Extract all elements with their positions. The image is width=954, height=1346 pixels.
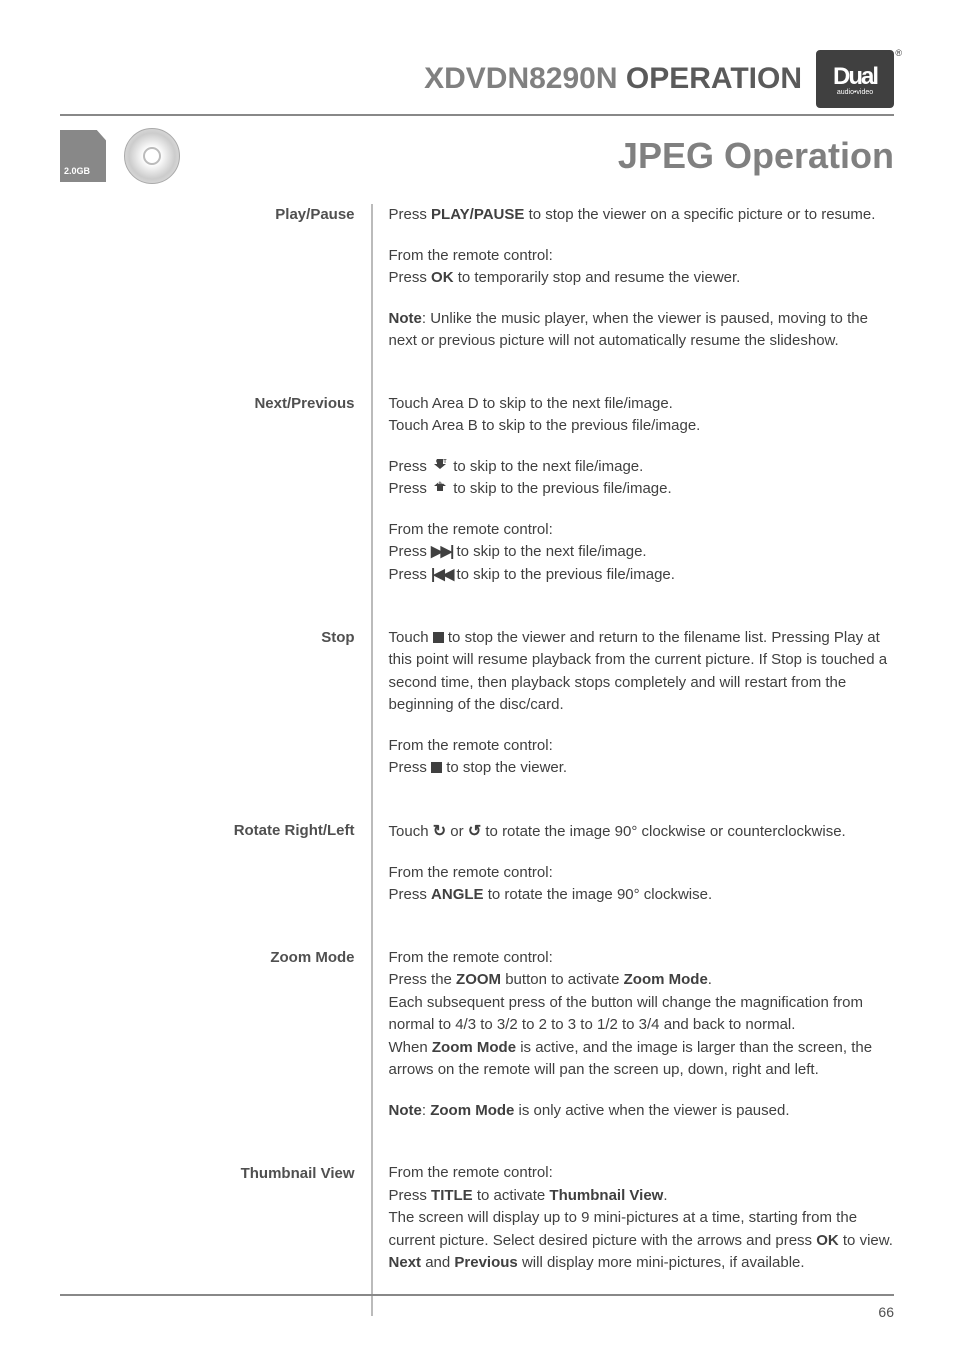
body-text: Touch ↻ or ↺ to rotate the image 90° clo… <box>389 820 894 844</box>
body-text: From the remote control:Press ANGLE to r… <box>389 862 894 907</box>
body-text: Press PLAY/PAUSE to stop the viewer on a… <box>389 204 894 227</box>
disc-icon <box>124 128 180 184</box>
content-table: Play/Pause Next/Previous Stop Rotate Right/… <box>84 204 894 1316</box>
row-label: Next/Previous <box>84 393 355 416</box>
body-text: Touch to stop the viewer and return to t… <box>389 627 894 717</box>
product-code: XDVDN8290N <box>424 62 617 95</box>
description-block: Touch Area D to skip to the next file/im… <box>389 393 894 627</box>
registered-mark: ® <box>895 48 902 58</box>
body-text: From the remote control:Press the ZOOM b… <box>389 947 894 1082</box>
row-label: Rotate Right/Left <box>84 820 355 843</box>
row-label: Play/Pause <box>84 204 355 227</box>
section-header: JPEG Operation <box>60 128 894 184</box>
label-block: Play/Pause <box>84 204 355 393</box>
descriptions-column: Press PLAY/PAUSE to stop the viewer on a… <box>371 204 894 1316</box>
media-icons <box>60 128 180 184</box>
body-text: Press OUT to skip to the next file/image… <box>389 456 894 501</box>
row-spacer <box>389 798 894 820</box>
row-label: Thumbnail View <box>84 1163 355 1186</box>
body-text: From the remote control:Press TITLE to a… <box>389 1162 894 1275</box>
row-spacer <box>389 605 894 627</box>
manual-page: XDVDN8290N OPERATION ® Dual audio•video … <box>0 0 954 1346</box>
row-spacer <box>389 1140 894 1162</box>
sd-card-icon <box>60 130 106 182</box>
footer-divider <box>60 1294 894 1296</box>
header-title: XDVDN8290N OPERATION <box>424 62 802 96</box>
svg-text:OUT: OUT <box>436 459 447 465</box>
page-header: XDVDN8290N OPERATION ® Dual audio•video <box>60 50 894 108</box>
description-block: Touch to stop the viewer and return to t… <box>389 627 894 820</box>
labels-column: Play/Pause Next/Previous Stop Rotate Right/… <box>84 204 371 1316</box>
body-text: Touch Area D to skip to the next file/im… <box>389 393 894 438</box>
description-block: From the remote control:Press TITLE to a… <box>389 1162 894 1315</box>
section-title: JPEG Operation <box>618 135 894 177</box>
header-divider <box>60 114 894 116</box>
body-text: From the remote control:Press OK to temp… <box>389 245 894 290</box>
row-spacer <box>389 1293 894 1315</box>
row-spacer <box>389 925 894 947</box>
svg-text:IN: IN <box>438 480 443 486</box>
row-label: Stop <box>84 627 355 650</box>
body-text: From the remote control:Press to stop th… <box>389 735 894 780</box>
body-text: Note: Unlike the music player, when the … <box>389 308 894 353</box>
description-block: Touch ↻ or ↺ to rotate the image 90° clo… <box>389 820 894 947</box>
logo-sub: audio•video <box>837 89 873 96</box>
row-label: Zoom Mode <box>84 947 355 970</box>
label-block: Zoom Mode <box>84 947 355 1163</box>
label-block: Next/Previous <box>84 393 355 627</box>
logo-main: Dual <box>833 63 877 91</box>
body-text: Note: Zoom Mode is only active when the … <box>389 1100 894 1123</box>
row-spacer <box>389 371 894 393</box>
label-block: Rotate Right/Left <box>84 820 355 947</box>
body-text: From the remote control:Press ▶▶| to ski… <box>389 519 894 587</box>
description-block: From the remote control:Press the ZOOM b… <box>389 947 894 1163</box>
brand-logo: ® Dual audio•video <box>816 50 894 108</box>
header-label: OPERATION <box>626 62 802 95</box>
label-block: Stop <box>84 627 355 820</box>
page-number: 66 <box>878 1304 894 1320</box>
description-block: Press PLAY/PAUSE to stop the viewer on a… <box>389 204 894 393</box>
